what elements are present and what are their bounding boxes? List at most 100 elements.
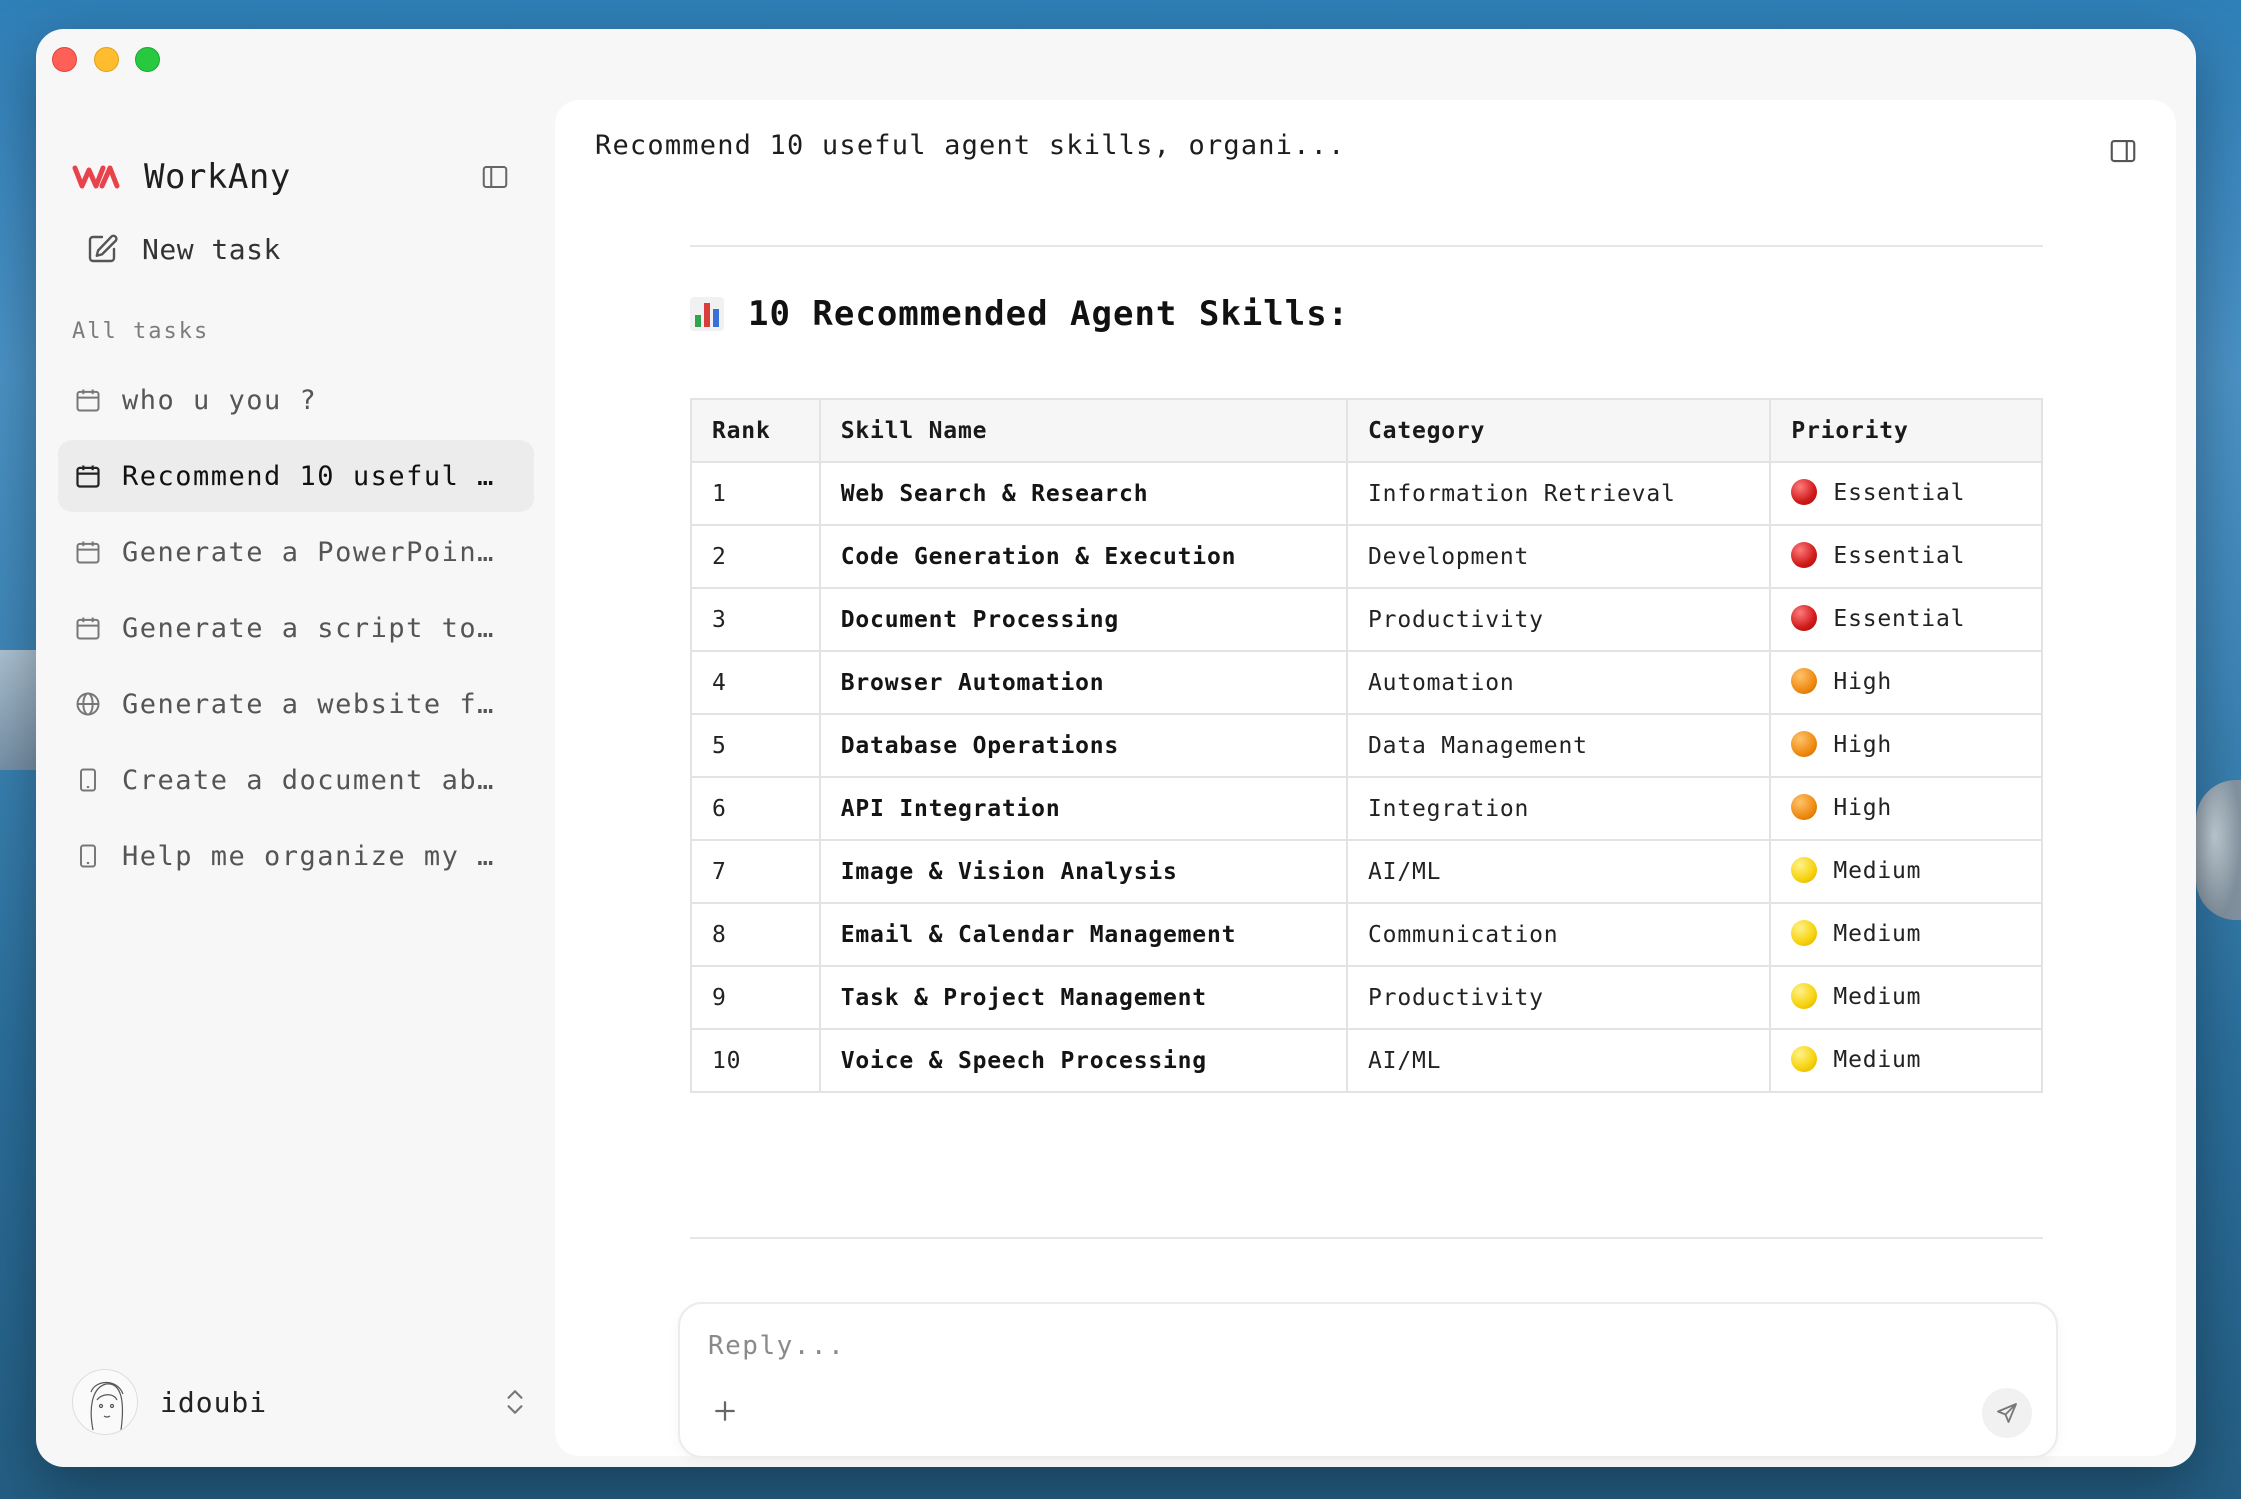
skill-cell: Web Search & Research (818, 461, 1349, 526)
skill-cell: Code Generation & Execution (818, 524, 1349, 589)
skill-cell: Browser Automation (818, 650, 1349, 715)
table-row: 1 Web Search & Research Information Retr… (690, 461, 2043, 526)
category-cell: AI/ML (1346, 1028, 1772, 1093)
category-cell: Automation (1346, 650, 1772, 715)
skill-cell: Database Operations (818, 713, 1349, 778)
rank-cell: 8 (690, 902, 821, 967)
priority-cell: Essential (1769, 524, 2043, 589)
table-row: 6 API Integration Integration High (690, 776, 2043, 841)
orange-circle-icon (1791, 667, 1818, 694)
column-header-rank: Rank (690, 398, 821, 463)
priority-cell: Medium (1769, 902, 2043, 967)
right-panel-toggle-icon[interactable] (2108, 136, 2138, 166)
edit-icon (88, 234, 118, 263)
priority-label: High (1833, 732, 1893, 759)
phone-icon (80, 844, 96, 868)
priority-cell: Medium (1769, 839, 2043, 904)
yellow-circle-icon (1791, 919, 1818, 946)
table-row: 4 Browser Automation Automation High (690, 650, 2043, 715)
task-item-label: Help me organize my … (122, 840, 495, 872)
close-window-button[interactable] (52, 47, 77, 72)
minimize-window-button[interactable] (94, 47, 119, 72)
calendar-icon (76, 465, 100, 488)
send-button[interactable] (1982, 1388, 2032, 1438)
workany-logo-icon (72, 165, 120, 189)
rank-cell: 2 (690, 524, 821, 589)
priority-cell: Essential (1769, 587, 2043, 652)
priority-label: High (1833, 795, 1893, 822)
priority-cell: Medium (1769, 1028, 2043, 1093)
task-item[interactable]: Help me organize my … (58, 820, 534, 892)
priority-label: Medium (1833, 984, 1922, 1011)
task-item-label: Generate a PowerPoin… (122, 536, 495, 568)
skills-table: Rank Skill Name Category Priority 1 Web … (690, 398, 2043, 1093)
phone-icon (80, 768, 96, 792)
table-header-row: Rank Skill Name Category Priority (690, 398, 2043, 463)
priority-label: Medium (1833, 1047, 1922, 1074)
yellow-circle-icon (1791, 982, 1818, 1009)
app-name: WorkAny (144, 157, 291, 197)
add-attachment-icon[interactable] (710, 1396, 740, 1426)
skill-cell: Document Processing (818, 587, 1349, 652)
sidebar: WorkAny New task All tasks who u you ? R… (36, 89, 552, 1467)
rank-cell: 7 (690, 839, 821, 904)
column-header-skill-name: Skill Name (818, 398, 1349, 463)
red-circle-icon (1791, 604, 1818, 631)
priority-cell: Medium (1769, 965, 2043, 1030)
calendar-icon (76, 389, 100, 412)
calendar-icon (76, 541, 100, 564)
priority-label: Medium (1833, 858, 1922, 885)
reply-input[interactable] (708, 1324, 1908, 1368)
desktop-wallpaper-right (2196, 780, 2241, 920)
category-cell: Productivity (1346, 587, 1772, 652)
skill-cell: Task & Project Management (818, 965, 1349, 1030)
user-menu[interactable]: idoubi (72, 1367, 528, 1437)
user-name: idoubi (160, 1385, 268, 1419)
task-item[interactable]: Generate a PowerPoin… (58, 516, 534, 588)
task-item[interactable]: who u you ? (58, 364, 534, 436)
sidebar-collapse-icon[interactable] (480, 162, 510, 192)
send-icon (1997, 1403, 2017, 1423)
category-cell: Information Retrieval (1346, 461, 1772, 526)
rank-cell: 10 (690, 1028, 821, 1093)
skill-cell: API Integration (818, 776, 1349, 841)
bar-chart-icon (690, 297, 724, 331)
category-cell: Productivity (1346, 965, 1772, 1030)
new-task-button[interactable]: New task (76, 221, 289, 277)
category-cell: Development (1346, 524, 1772, 589)
skill-cell: Voice & Speech Processing (818, 1028, 1349, 1093)
rank-cell: 3 (690, 587, 821, 652)
response-heading: 10 Recommended Agent Skills: (690, 294, 1349, 334)
task-item[interactable]: Generate a script to… (58, 592, 534, 664)
table-row: 8 Email & Calendar Management Communicat… (690, 902, 2043, 967)
maximize-window-button[interactable] (135, 47, 160, 72)
task-item-label: who u you ? (122, 384, 318, 416)
table-row: 3 Document Processing Productivity Essen… (690, 587, 2043, 652)
table-row: 7 Image & Vision Analysis AI/ML Medium (690, 839, 2043, 904)
priority-label: Essential (1833, 606, 1966, 633)
rank-cell: 6 (690, 776, 821, 841)
reply-composer (678, 1302, 2058, 1458)
skill-cell: Image & Vision Analysis (818, 839, 1349, 904)
table-row: 2 Code Generation & Execution Developmen… (690, 524, 2043, 589)
task-item[interactable]: Generate a website f… (58, 668, 534, 740)
orange-circle-icon (1791, 730, 1818, 757)
table-row: 10 Voice & Speech Processing AI/ML Mediu… (690, 1028, 2043, 1093)
app-window: WorkAny New task All tasks who u you ? R… (36, 29, 2196, 1467)
priority-cell: High (1769, 650, 2043, 715)
chevron-up-down-icon (507, 1390, 523, 1414)
heading-text: 10 Recommended Agent Skills: (748, 294, 1350, 334)
task-item-active[interactable]: Recommend 10 useful … (58, 440, 534, 512)
new-task-label: New task (142, 232, 281, 266)
task-item-label: Generate a script to… (122, 612, 495, 644)
divider (690, 245, 2043, 247)
priority-label: High (1833, 669, 1893, 696)
task-item-label: Generate a website f… (122, 688, 495, 720)
rank-cell: 4 (690, 650, 821, 715)
yellow-circle-icon (1791, 1045, 1818, 1072)
column-header-priority: Priority (1769, 398, 2043, 463)
priority-cell: High (1769, 776, 2043, 841)
red-circle-icon (1791, 478, 1818, 505)
desktop-wallpaper-left (0, 650, 40, 770)
task-item[interactable]: Create a document ab… (58, 744, 534, 816)
